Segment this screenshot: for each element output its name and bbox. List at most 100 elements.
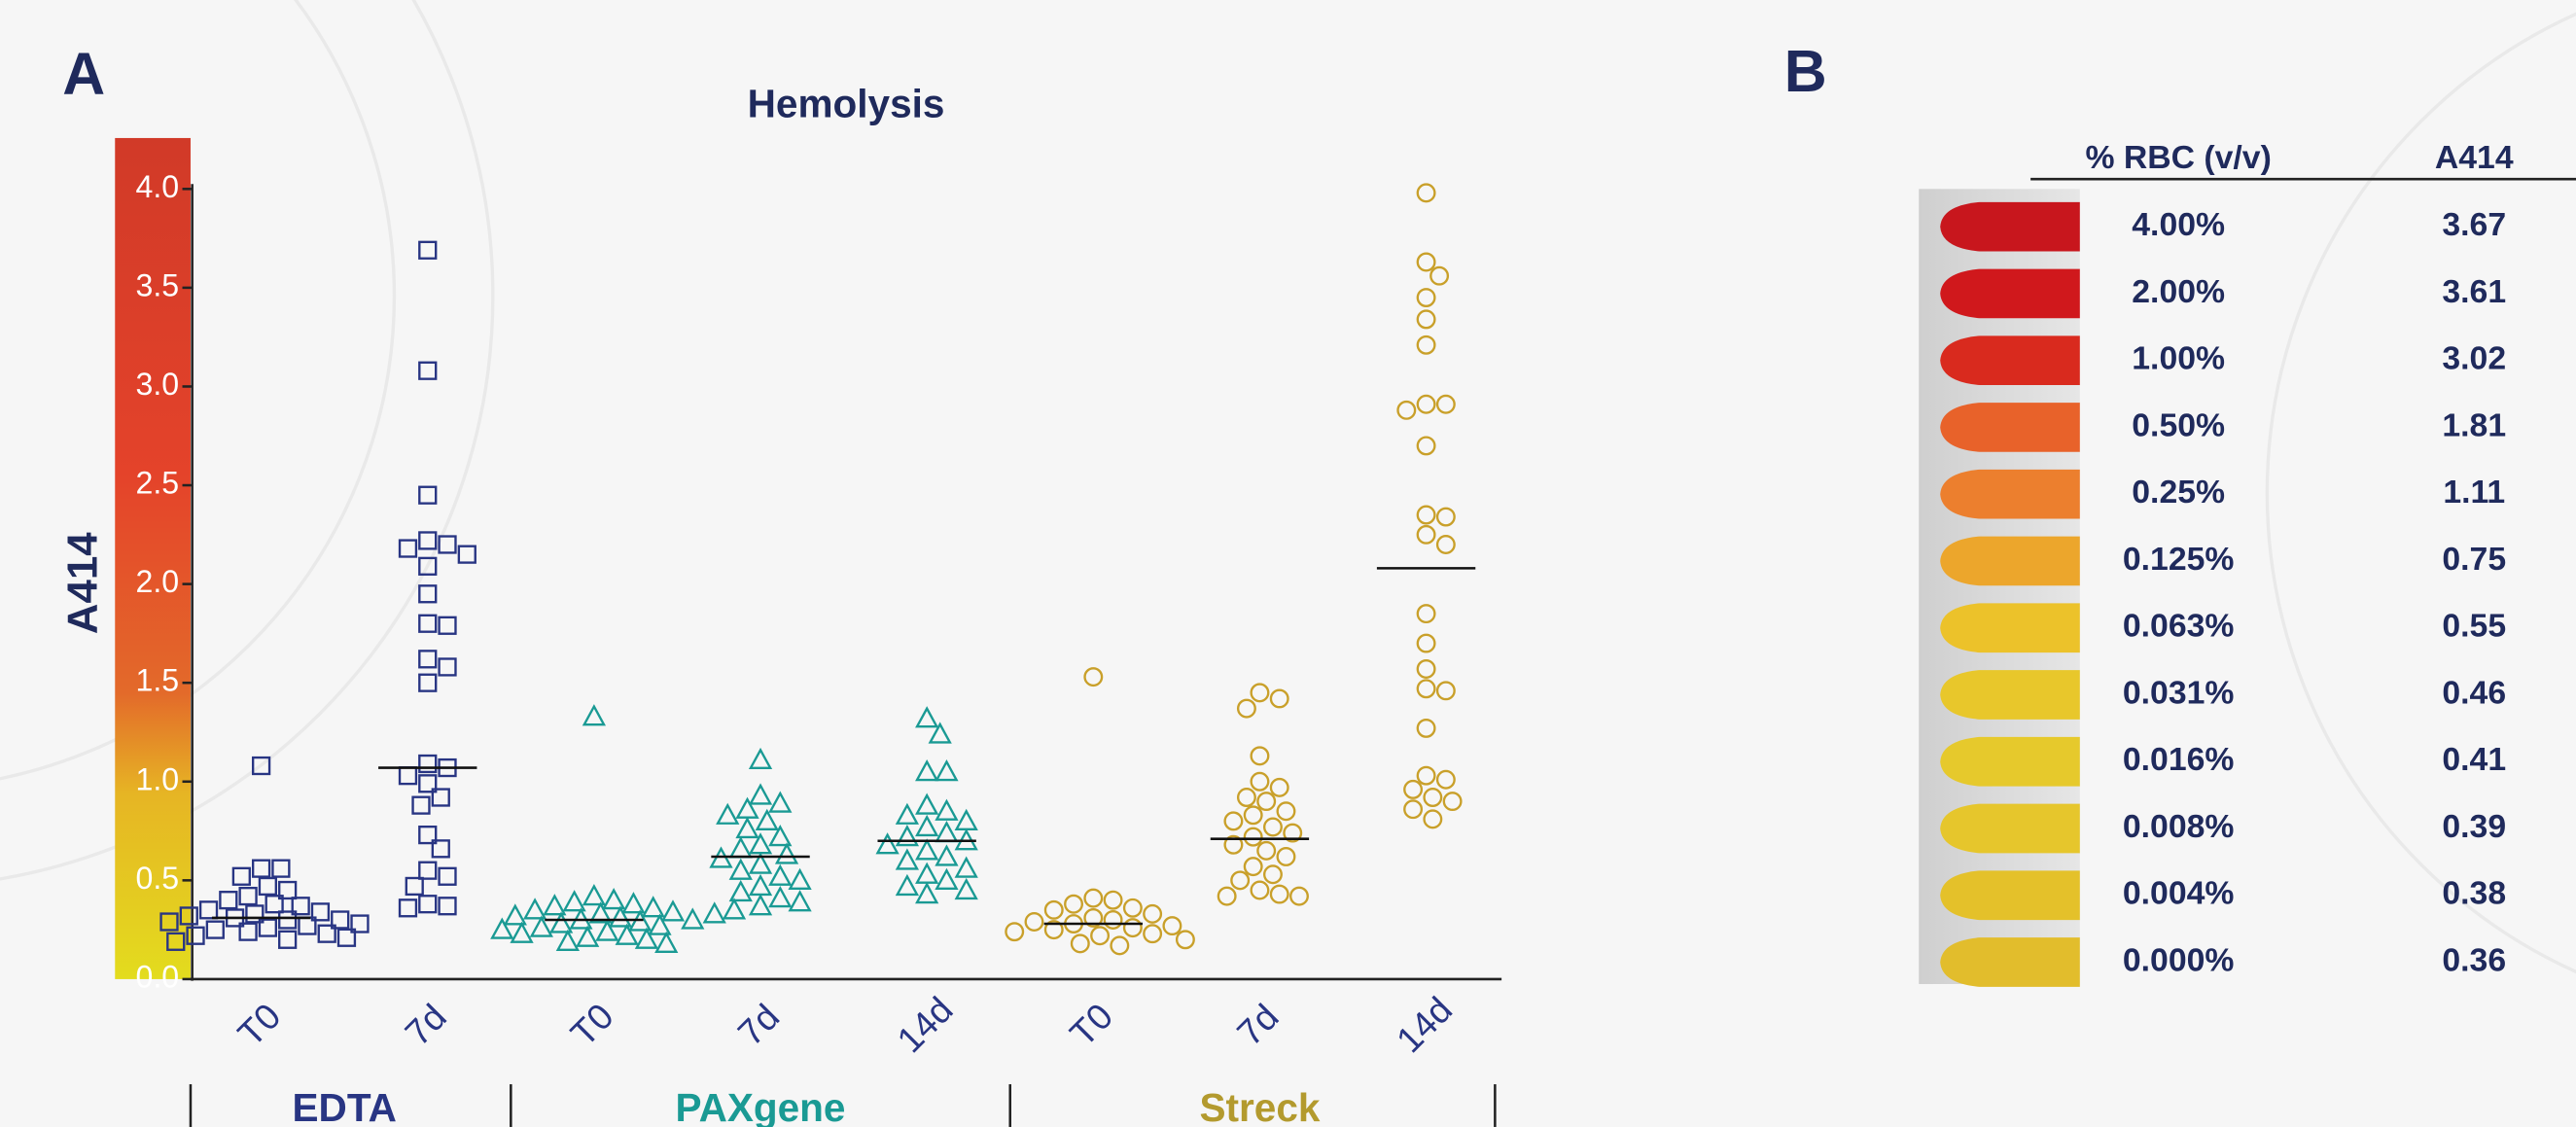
- point: [1256, 792, 1277, 812]
- point: [438, 535, 457, 554]
- point: [251, 859, 271, 878]
- point: [748, 894, 773, 916]
- table-cell: 1.00%: [2132, 340, 2225, 377]
- point: [915, 838, 939, 861]
- tube: [1940, 803, 2080, 854]
- point: [205, 920, 225, 939]
- point: [774, 842, 799, 864]
- panel-label: B: [1784, 38, 1827, 104]
- point: [895, 873, 920, 897]
- point: [1217, 886, 1237, 906]
- point: [418, 614, 438, 633]
- point: [1416, 718, 1436, 738]
- point: [1250, 771, 1270, 792]
- point: [576, 925, 600, 947]
- point: [251, 756, 271, 776]
- point: [1416, 252, 1436, 272]
- table-header: % RBC (v/v): [2085, 139, 2271, 176]
- point: [265, 895, 284, 914]
- table-cell: 0.39: [2442, 808, 2506, 845]
- point: [1043, 920, 1064, 940]
- point: [317, 924, 336, 943]
- point: [238, 886, 258, 906]
- y-tick-label: 4.0: [136, 169, 180, 204]
- point: [875, 832, 900, 855]
- table-cell: 0.41: [2442, 741, 2506, 778]
- panel-label: A: [62, 41, 105, 107]
- point: [722, 898, 747, 920]
- tube: [1940, 469, 2080, 519]
- point: [438, 897, 457, 916]
- point: [621, 892, 646, 914]
- point: [431, 788, 450, 807]
- point: [660, 899, 686, 922]
- point: [186, 926, 205, 945]
- point: [522, 898, 547, 920]
- point: [748, 852, 773, 874]
- point: [405, 876, 424, 897]
- point: [582, 704, 607, 726]
- point: [438, 657, 457, 677]
- table-cell: 3.67: [2442, 206, 2506, 243]
- point: [1269, 777, 1289, 797]
- point: [1416, 183, 1436, 203]
- point: [418, 650, 438, 669]
- point: [543, 894, 567, 916]
- point: [1250, 746, 1270, 766]
- point: [681, 907, 705, 930]
- point: [310, 902, 331, 922]
- point: [418, 556, 438, 576]
- decoration: [0, 0, 2576, 974]
- point: [457, 545, 476, 564]
- point: [1262, 864, 1283, 885]
- point: [615, 923, 639, 945]
- point: [768, 825, 793, 847]
- point: [1403, 779, 1424, 799]
- point: [915, 759, 939, 782]
- y-tick-label: 3.5: [136, 267, 180, 302]
- table-cell: 0.55: [2442, 608, 2506, 645]
- point: [418, 825, 438, 845]
- point: [1423, 788, 1443, 807]
- point: [1243, 805, 1263, 826]
- point: [418, 754, 438, 774]
- table-cell: 1.11: [2443, 474, 2505, 511]
- point: [935, 798, 959, 821]
- group-label: PAXgene: [676, 1085, 846, 1127]
- point: [258, 918, 278, 937]
- point: [768, 863, 793, 886]
- table-cell: 0.063%: [2123, 608, 2235, 645]
- point: [954, 856, 978, 878]
- color-scale: [115, 137, 191, 979]
- point: [1064, 894, 1083, 914]
- table-cell: 0.000%: [2123, 941, 2235, 978]
- point: [1083, 888, 1104, 908]
- point: [1416, 309, 1436, 330]
- point: [1110, 935, 1130, 956]
- point: [418, 240, 438, 260]
- tube: [1940, 403, 2080, 452]
- point: [1083, 907, 1104, 928]
- y-tick-label: 1.0: [136, 761, 180, 796]
- point: [1043, 899, 1064, 920]
- point: [1416, 659, 1436, 679]
- point: [1289, 886, 1309, 906]
- point: [555, 929, 580, 951]
- table-cell: 3.02: [2442, 340, 2506, 377]
- point: [895, 802, 920, 825]
- chart-title: Hemolysis: [748, 82, 945, 126]
- point: [1162, 916, 1182, 936]
- point: [1236, 788, 1256, 807]
- point: [166, 932, 186, 951]
- point: [278, 910, 298, 930]
- tube: [1940, 670, 2080, 720]
- point: [562, 890, 586, 912]
- point: [1262, 817, 1283, 837]
- point: [1230, 870, 1251, 891]
- point: [1435, 394, 1456, 414]
- table-cell: 0.125%: [2123, 541, 2235, 578]
- point: [1269, 884, 1289, 904]
- point: [438, 616, 457, 635]
